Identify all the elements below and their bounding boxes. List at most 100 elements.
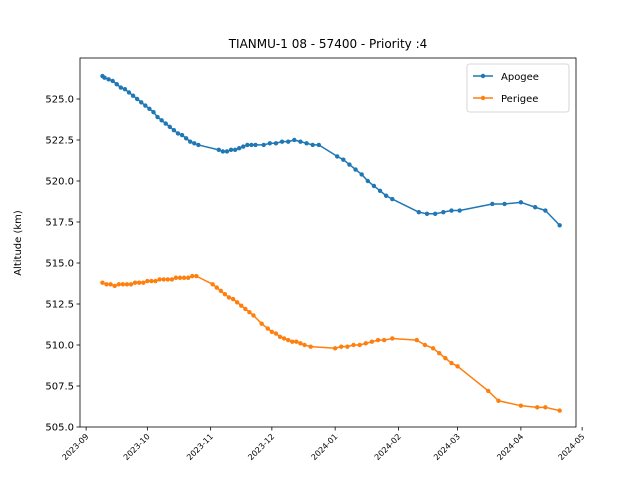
legend: Apogee Perigee [466, 63, 570, 113]
apogee-point [216, 147, 221, 153]
perigee-point [100, 280, 105, 285]
perigee-point [486, 388, 491, 394]
apogee-point [441, 209, 446, 215]
y-tick-label: 507.5 [45, 382, 74, 393]
apogee-point [110, 78, 115, 84]
apogee-point [106, 77, 111, 82]
perigee-point [298, 341, 303, 346]
perigee-point [437, 351, 442, 356]
perigee-point [214, 285, 219, 290]
apogee-point [424, 211, 430, 216]
apogee-point [175, 131, 181, 136]
perigee-point [239, 303, 244, 308]
apogee-point [183, 136, 189, 141]
apogee-point [163, 121, 168, 126]
perigee-point [414, 337, 419, 343]
apogee-point [171, 127, 177, 133]
perigee-point [259, 321, 264, 326]
apogee-point [192, 141, 197, 146]
y-tick-label: 505.0 [45, 423, 74, 434]
perigee-point [375, 337, 381, 343]
perigee-point [269, 329, 275, 335]
legend-marker-perigee [480, 95, 486, 101]
apogee-point [286, 139, 291, 144]
perigee-point [265, 326, 270, 331]
perigee-point [153, 278, 158, 284]
perigee-point [345, 344, 350, 349]
perigee-point [557, 408, 562, 413]
apogee-point [347, 162, 352, 167]
apogee-point [543, 208, 548, 213]
apogee-point [179, 132, 185, 138]
perigee-point [247, 310, 252, 315]
apogee-point [416, 209, 422, 215]
apogee-point [143, 103, 148, 108]
apogee-point [122, 86, 128, 92]
perigee-point [161, 277, 166, 282]
y-tick-label: 517.5 [45, 218, 74, 229]
perigee-point [351, 342, 356, 348]
y-tick-label: 512.5 [45, 300, 74, 311]
apogee-point [228, 147, 234, 153]
apogee-point [310, 142, 315, 148]
apogee-point [261, 142, 266, 148]
perigee-point [169, 277, 175, 282]
perigee-point [381, 337, 387, 343]
perigee-point [302, 342, 307, 348]
perigee-point [518, 403, 524, 408]
apogee-point [383, 193, 389, 198]
perigee-point [243, 306, 248, 312]
perigee-point [234, 300, 240, 305]
perigee-point [108, 282, 113, 287]
perigee-point [136, 280, 142, 285]
perigee-point [177, 275, 183, 280]
legend-marker-apogee [480, 73, 486, 79]
apogee-point [167, 124, 173, 130]
apogee-point [134, 96, 140, 102]
apogee-point [532, 205, 538, 210]
apogee-point [245, 142, 250, 148]
apogee-point [114, 82, 119, 87]
apogee-point [155, 114, 160, 120]
apogee-point [267, 141, 273, 146]
perigee-point [132, 280, 138, 285]
perigee-point [294, 339, 299, 344]
perigee-point [218, 288, 224, 294]
perigee-point [190, 273, 195, 279]
perigee-point [290, 339, 295, 344]
perigee-point [128, 282, 134, 287]
apogee-point [304, 141, 309, 146]
perigee-point [308, 344, 313, 349]
apogee-point [298, 139, 303, 144]
perigee-point [357, 342, 362, 348]
perigee-point [277, 334, 283, 339]
perigee-point [443, 355, 448, 361]
y-tick-label: 520.0 [45, 177, 74, 188]
perigee-point [286, 337, 291, 343]
apogee-point [502, 201, 507, 207]
perigee-point [281, 336, 287, 341]
perigee-point [104, 282, 109, 287]
apogee-point [377, 188, 383, 194]
apogee-point [220, 149, 226, 154]
perigee-point [116, 282, 121, 287]
y-axis-label: Altitude (km) [13, 210, 24, 276]
perigee-point [449, 360, 454, 366]
apogee-point [557, 223, 562, 228]
perigee-point [332, 346, 338, 351]
perigee-point [273, 331, 279, 336]
perigee-point [194, 273, 199, 279]
perigee-point [430, 346, 436, 351]
perigee-point [173, 275, 179, 280]
perigee-point [422, 342, 428, 348]
perigee-point [145, 278, 150, 284]
y-tick-label: 510.0 [45, 341, 74, 352]
perigee-point [363, 341, 368, 346]
apogee-point [279, 139, 285, 144]
series-apogee [100, 73, 562, 228]
apogee-point [292, 137, 297, 143]
apogee-point [334, 154, 340, 159]
legend-label-apogee: Apogee [501, 72, 539, 83]
perigee-point [251, 313, 256, 318]
